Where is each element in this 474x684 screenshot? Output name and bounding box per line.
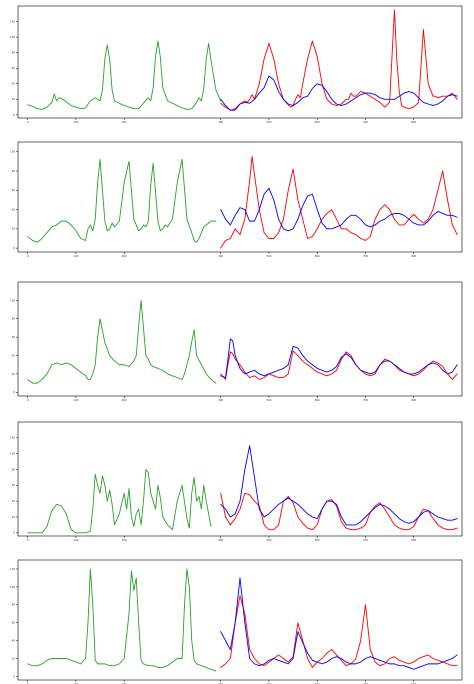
plot-frame: [17, 421, 463, 537]
plot-frame: [17, 141, 463, 253]
x-tick-label: 400: [218, 682, 223, 684]
x-tick-label: 500: [266, 254, 271, 258]
x-tick-label: 200: [122, 538, 127, 542]
y-tick-label: 60: [12, 335, 16, 339]
series-line-2: [220, 9, 458, 111]
y-tick-label: 60: [12, 188, 16, 192]
x-tick-label: 700: [363, 682, 368, 684]
x-tick-label: 800: [411, 120, 416, 124]
x-tick-label: 700: [363, 254, 368, 258]
y-tick-label: 60: [12, 66, 16, 70]
x-tick-label: 800: [411, 398, 416, 402]
series-line-1: [27, 568, 217, 672]
subplot-3: 0 100 200 400 500 600 700 800 0 20 40 60 80 100: [10, 281, 463, 402]
y-tick-label: 40: [12, 353, 16, 357]
plot-frame: [17, 5, 463, 119]
y-tick-label: 40: [12, 207, 16, 211]
y-tick-label: 40: [12, 638, 16, 642]
y-tick-label: 20: [12, 227, 16, 231]
series-line-3: [220, 445, 458, 526]
y-tick-label: 0: [13, 531, 15, 535]
y-tick-label: 60: [12, 483, 16, 487]
x-tick-label: 200: [122, 120, 127, 124]
x-tick-label: 100: [73, 398, 78, 402]
y-tick-label: 60: [12, 621, 16, 625]
x-tick-label: 0: [27, 398, 29, 402]
x-tick-label: 0: [27, 682, 29, 684]
x-tick-label: 100: [73, 538, 78, 542]
x-tick-label: 100: [73, 254, 78, 258]
y-tick-label: 80: [12, 317, 16, 321]
y-tick-label: 80: [12, 603, 16, 607]
y-tick-label: 80: [12, 169, 16, 173]
x-tick-label: 600: [315, 682, 320, 684]
y-tick-label: 120: [10, 436, 15, 440]
y-tick-label: 100: [10, 35, 15, 39]
x-tick-label: 100: [73, 120, 78, 124]
y-tick-label: 120: [10, 567, 15, 571]
series-line-2: [220, 595, 458, 668]
y-tick-label: 0: [13, 390, 15, 394]
subplot-5: 0 100 200 400 500 600 700 800 0 20 40 60 80 100 120: [10, 559, 463, 684]
x-tick-label: 700: [363, 538, 368, 542]
plot-frame: [17, 559, 463, 681]
x-tick-label: 600: [315, 120, 320, 124]
x-tick-label: 400: [218, 120, 223, 124]
x-tick-label: 500: [266, 538, 271, 542]
y-tick-label: 20: [12, 372, 16, 376]
series-line-1: [27, 299, 217, 384]
y-tick-label: 80: [12, 467, 16, 471]
y-tick-label: 20: [12, 515, 16, 519]
x-tick-label: 800: [411, 538, 416, 542]
subplot-4: 0 100 200 400 500 600 700 800 0 20 40 60 80 100 120: [10, 421, 463, 542]
series-line-3: [220, 75, 458, 111]
x-tick-label: 600: [315, 538, 320, 542]
y-tick-label: 0: [13, 246, 15, 250]
x-tick-label: 200: [122, 254, 127, 258]
series-line-2: [220, 156, 458, 249]
y-tick-label: 0: [13, 113, 15, 117]
y-tick-label: 20: [12, 656, 16, 660]
series-line-1: [27, 469, 212, 534]
subplot-2: 0 100 200 400 500 600 700 800 0 20 40 60 80 100: [10, 141, 463, 258]
y-tick-label: 120: [10, 19, 15, 23]
subplot-1: 0 100 200 400 500 600 700 800 0 20 40 60 80 100 120: [10, 5, 463, 124]
x-tick-label: 0: [27, 120, 29, 124]
series-line-1: [27, 40, 222, 110]
series-line-2: [220, 492, 458, 531]
series-line-3: [220, 577, 458, 670]
series-line-2: [220, 350, 458, 380]
y-tick-label: 100: [10, 452, 15, 456]
y-tick-label: 40: [12, 499, 16, 503]
x-tick-label: 200: [122, 398, 127, 402]
y-tick-label: 80: [12, 51, 16, 55]
y-tick-label: 100: [10, 298, 15, 302]
x-tick-label: 400: [218, 254, 223, 258]
y-tick-label: 100: [10, 585, 15, 589]
y-tick-label: 40: [12, 82, 16, 86]
x-tick-label: 400: [218, 538, 223, 542]
series-line-3: [220, 338, 458, 379]
plot-frame: [17, 281, 463, 397]
x-tick-label: 600: [315, 398, 320, 402]
x-tick-label: 700: [363, 398, 368, 402]
x-tick-label: 500: [266, 120, 271, 124]
x-tick-label: 500: [266, 682, 271, 684]
series-line-1: [27, 158, 217, 243]
x-tick-label: 200: [122, 682, 127, 684]
x-tick-label: 800: [411, 682, 416, 684]
x-tick-label: 700: [363, 120, 368, 124]
x-tick-label: 800: [411, 254, 416, 258]
x-tick-label: 400: [218, 398, 223, 402]
x-tick-label: 0: [27, 254, 29, 258]
y-tick-label: 100: [10, 150, 15, 154]
x-tick-label: 100: [73, 682, 78, 684]
y-tick-label: 0: [13, 674, 15, 678]
series-line-3: [220, 187, 458, 232]
x-tick-label: 0: [27, 538, 29, 542]
x-tick-label: 600: [315, 254, 320, 258]
x-tick-label: 500: [266, 398, 271, 402]
y-tick-label: 20: [12, 97, 16, 101]
